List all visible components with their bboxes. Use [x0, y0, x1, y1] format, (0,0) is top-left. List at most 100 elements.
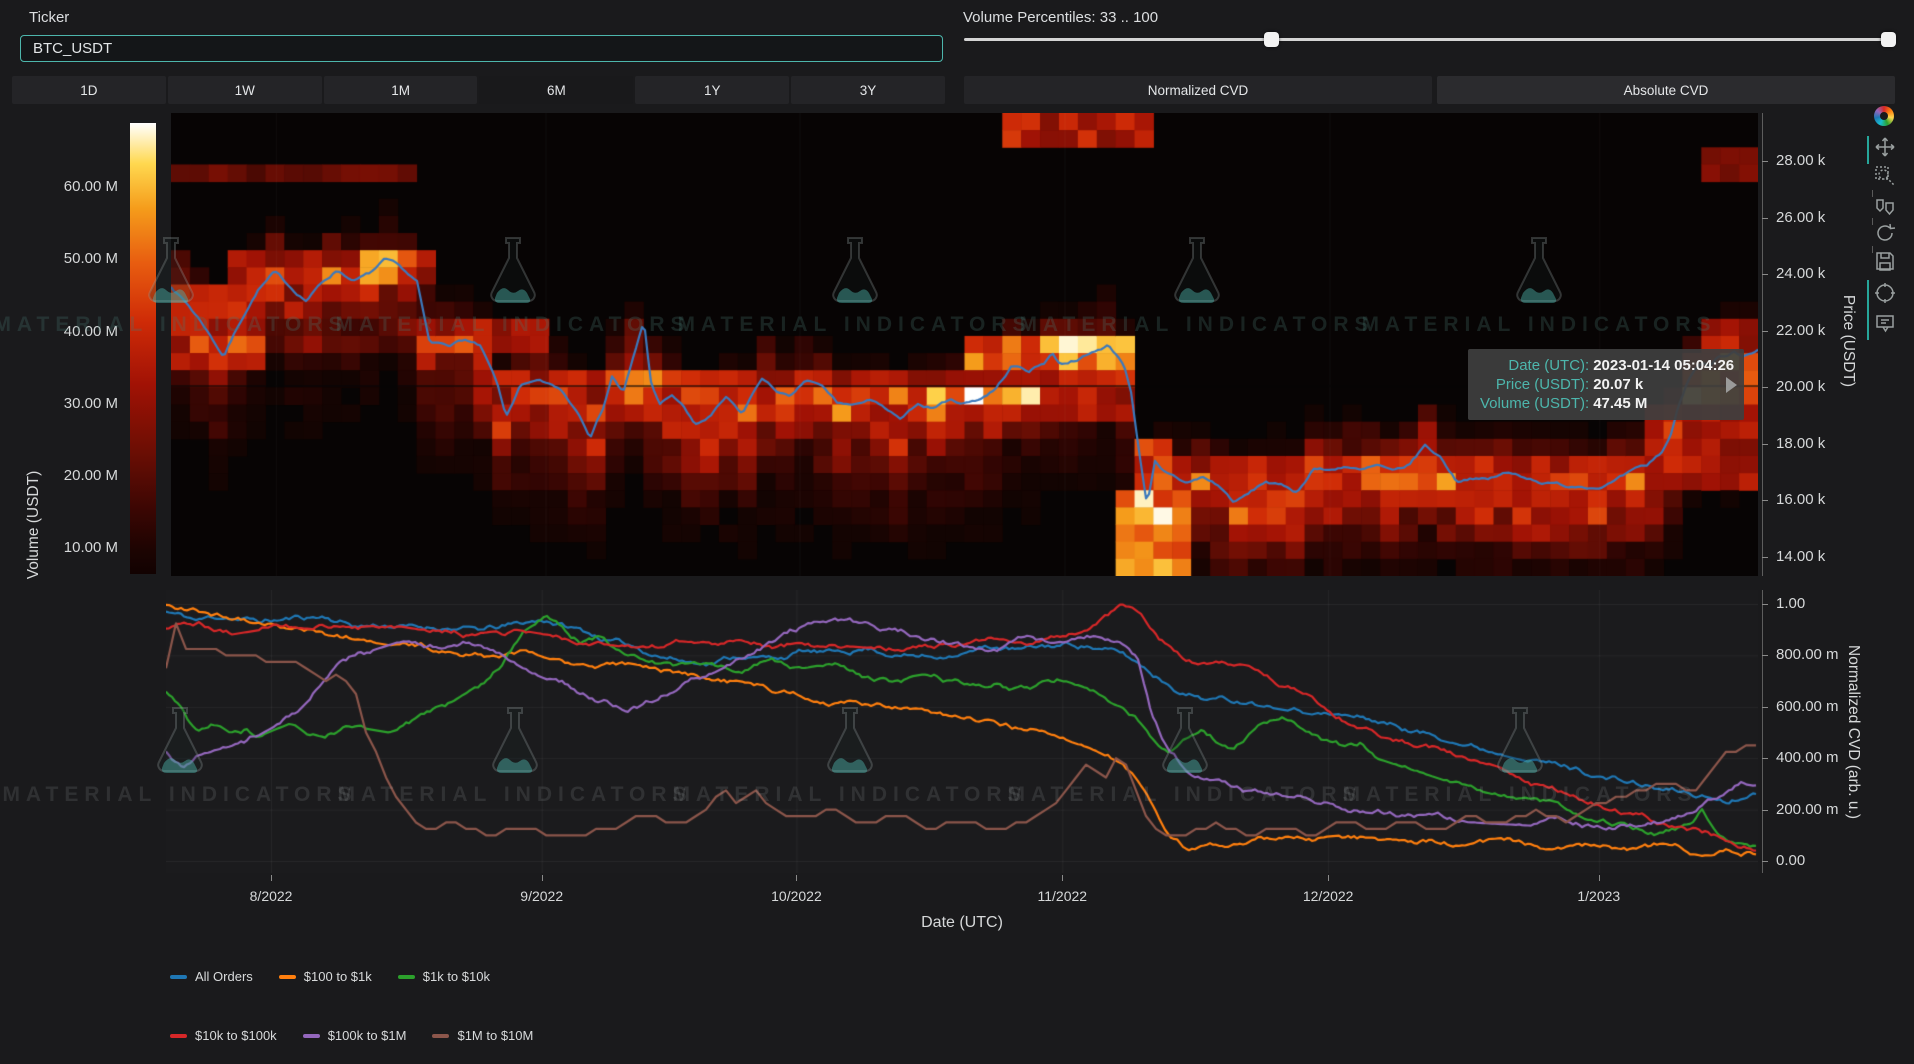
- tooltip-price-value: 20.07 k: [1593, 375, 1734, 394]
- date-axis-tick-label: 11/2022: [1037, 888, 1087, 904]
- colorbar-tick-label: 30.00 M: [28, 395, 118, 412]
- firecharts-app: Ticker 1D1W1M6M1Y3Y Volume Percentiles: …: [0, 0, 1914, 1064]
- date-axis-tick-label: 1/2023: [1577, 888, 1620, 904]
- legend-swatch: [303, 1034, 320, 1038]
- cvd-axis-tick: [1762, 604, 1768, 605]
- price-axis-tick-label: 22.00 k: [1776, 322, 1825, 339]
- heatmap-plot[interactable]: MATERIAL INDICATORSMATERIAL INDICATORSMA…: [171, 113, 1758, 576]
- legend-label: $100 to $1k: [304, 969, 372, 984]
- price-axis-line: [1762, 113, 1763, 576]
- volume-percentiles-slider[interactable]: [964, 38, 1895, 41]
- save-icon[interactable]: [1874, 250, 1896, 272]
- legend-label: All Orders: [195, 969, 253, 984]
- modebar-separator: [1872, 246, 1873, 253]
- legend-swatch: [170, 1034, 187, 1038]
- price-axis-tick-label: 18.00 k: [1776, 435, 1825, 452]
- price-axis-tick: [1762, 500, 1768, 501]
- hover-closest-icon[interactable]: [1874, 312, 1896, 334]
- legend-item[interactable]: $1k to $10k: [398, 969, 490, 984]
- date-axis-tick: [542, 875, 543, 881]
- price-axis-tick: [1762, 557, 1768, 558]
- absolute-cvd-button[interactable]: Absolute CVD: [1437, 76, 1895, 104]
- spikelines-icon[interactable]: [1874, 282, 1896, 304]
- compare-hover-icon[interactable]: [1874, 194, 1896, 216]
- date-axis-tick-label: 9/2022: [520, 888, 563, 904]
- cvd-axis-tick-label: 600.00 m: [1776, 698, 1839, 715]
- legend-item[interactable]: $100 to $1k: [279, 969, 372, 984]
- slider-handle-high[interactable]: [1881, 32, 1896, 47]
- legend-item[interactable]: All Orders: [170, 969, 253, 984]
- legend-label: $1M to $10M: [457, 1028, 533, 1043]
- price-axis-tick: [1762, 274, 1768, 275]
- slider-handle-low[interactable]: [1264, 32, 1279, 47]
- price-axis-tick: [1762, 161, 1768, 162]
- cvd-axis-tick: [1762, 861, 1768, 862]
- ticker-label: Ticker: [29, 9, 69, 26]
- box-zoom-icon[interactable]: [1874, 165, 1896, 187]
- cvd-axis-tick: [1762, 655, 1768, 656]
- colorbar-tick-label: 10.00 M: [28, 539, 118, 556]
- price-axis-tick: [1762, 331, 1768, 332]
- hover-tooltip: Date (UTC): 2023-01-14 05:04:26 Price (U…: [1468, 349, 1744, 420]
- tooltip-volume-value: 47.45 M: [1593, 394, 1734, 413]
- tooltip-date-value: 2023-01-14 05:04:26: [1593, 356, 1734, 375]
- cvd-toggle-group: Normalized CVD Absolute CVD: [964, 76, 1895, 104]
- heatmap-canvas[interactable]: [171, 113, 1758, 576]
- modebar-active-indicator: [1867, 136, 1869, 164]
- range-button-6m[interactable]: 6M: [479, 76, 633, 104]
- reset-axes-icon[interactable]: [1874, 222, 1896, 244]
- range-button-1m[interactable]: 1M: [324, 76, 478, 104]
- plotly-logo-icon[interactable]: [1874, 106, 1894, 126]
- legend-item[interactable]: $100k to $1M: [303, 1028, 407, 1043]
- date-axis-tick: [1599, 875, 1600, 881]
- volume-colorbar: [130, 123, 156, 574]
- cvd-axis-tick-label: 0.00: [1776, 852, 1805, 869]
- cvd-axis-tick: [1762, 707, 1768, 708]
- pan-icon[interactable]: [1874, 136, 1896, 158]
- legend-label: $10k to $100k: [195, 1028, 277, 1043]
- date-axis-tick-label: 12/2022: [1303, 888, 1354, 904]
- legend-row: $10k to $100k $100k to $1M $1M to $10M: [170, 1028, 533, 1043]
- legend-label: $100k to $1M: [328, 1028, 407, 1043]
- date-axis-tick-label: 8/2022: [250, 888, 293, 904]
- range-button-1w[interactable]: 1W: [168, 76, 322, 104]
- legend-swatch: [170, 975, 187, 979]
- cvd-axis-tick: [1762, 810, 1768, 811]
- legend-item[interactable]: $10k to $100k: [170, 1028, 277, 1043]
- modebar-separator: [1872, 218, 1873, 225]
- cvd-axis-line: [1762, 590, 1763, 873]
- cvd-plot[interactable]: MATERIAL INDICATORSMATERIAL INDICATORSMA…: [166, 590, 1758, 873]
- legend-label: $1k to $10k: [423, 969, 490, 984]
- range-button-1y[interactable]: 1Y: [635, 76, 789, 104]
- cvd-canvas[interactable]: [166, 590, 1758, 873]
- cvd-axis-tick: [1762, 758, 1768, 759]
- price-axis-tick: [1762, 387, 1768, 388]
- cvd-axis-tick-label: 400.00 m: [1776, 749, 1839, 766]
- normalized-cvd-button[interactable]: Normalized CVD: [964, 76, 1432, 104]
- modebar-active-indicator: [1867, 280, 1869, 340]
- date-axis-tick: [1328, 875, 1329, 881]
- volume-percentiles-label: Volume Percentiles: 33 .. 100: [963, 9, 1158, 26]
- ticker-input[interactable]: [20, 35, 943, 62]
- price-axis-tick-label: 16.00 k: [1776, 491, 1825, 508]
- price-axis-tick-label: 20.00 k: [1776, 378, 1825, 395]
- cvd-axis-tick-label: 800.00 m: [1776, 646, 1839, 663]
- colorbar-tick-label: 40.00 M: [28, 323, 118, 340]
- date-axis-title: Date (UTC): [921, 914, 1003, 932]
- tooltip-price-label: Price (USDT):: [1480, 375, 1589, 394]
- price-axis-tick: [1762, 218, 1768, 219]
- legend-item[interactable]: $1M to $10M: [432, 1028, 533, 1043]
- legend-row: All Orders $100 to $1k $1k to $10k: [170, 969, 490, 984]
- range-button-1d[interactable]: 1D: [12, 76, 166, 104]
- tooltip-arrow: [1726, 377, 1737, 393]
- range-button-3y[interactable]: 3Y: [791, 76, 945, 104]
- price-axis-tick-label: 24.00 k: [1776, 265, 1825, 282]
- legend-swatch: [432, 1034, 449, 1038]
- cvd-axis-tick-label: 1.00: [1776, 595, 1805, 612]
- date-axis-tick-label: 10/2022: [771, 888, 822, 904]
- modebar-separator: [1872, 190, 1873, 197]
- tooltip-volume-label: Volume (USDT):: [1480, 394, 1589, 413]
- legend-swatch: [279, 975, 296, 979]
- legend-swatch: [398, 975, 415, 979]
- colorbar-tick-label: 20.00 M: [28, 467, 118, 484]
